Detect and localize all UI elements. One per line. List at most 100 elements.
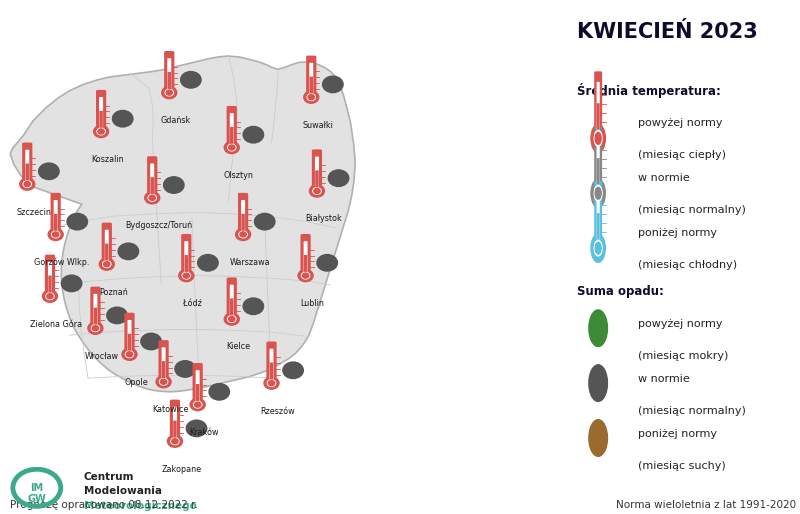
Polygon shape <box>338 160 349 187</box>
FancyBboxPatch shape <box>167 58 171 89</box>
Circle shape <box>267 380 276 387</box>
Polygon shape <box>191 62 201 88</box>
Text: Lublin: Lublin <box>300 299 324 308</box>
FancyBboxPatch shape <box>105 230 109 261</box>
FancyBboxPatch shape <box>48 276 52 292</box>
Text: Poznań: Poznań <box>99 288 128 297</box>
FancyBboxPatch shape <box>158 340 169 379</box>
FancyBboxPatch shape <box>50 193 61 232</box>
Circle shape <box>182 272 190 279</box>
Circle shape <box>594 241 602 256</box>
Text: Prognozę opracowano 08.12.2022 r.: Prognozę opracowano 08.12.2022 r. <box>10 500 198 510</box>
Polygon shape <box>598 398 607 456</box>
Text: Norma wieloletnia z lat 1991-2020: Norma wieloletnia z lat 1991-2020 <box>616 500 796 510</box>
Text: Meteorologicznego: Meteorologicznego <box>84 501 197 510</box>
Text: Szczecin: Szczecin <box>16 208 51 216</box>
FancyBboxPatch shape <box>241 200 245 231</box>
FancyBboxPatch shape <box>230 127 234 144</box>
Circle shape <box>224 141 239 154</box>
Polygon shape <box>10 56 355 392</box>
FancyBboxPatch shape <box>94 294 98 325</box>
Circle shape <box>322 76 343 93</box>
FancyBboxPatch shape <box>230 285 234 316</box>
Polygon shape <box>327 245 338 271</box>
FancyBboxPatch shape <box>597 103 600 130</box>
Circle shape <box>591 124 606 153</box>
Text: (miesiąc suchy): (miesiąc suchy) <box>638 461 726 471</box>
Circle shape <box>166 90 173 95</box>
Text: Modelowania: Modelowania <box>84 486 162 496</box>
Text: Kraków: Kraków <box>190 428 219 437</box>
FancyBboxPatch shape <box>99 111 103 128</box>
Circle shape <box>126 352 133 357</box>
Text: Suma opadu:: Suma opadu: <box>578 285 664 298</box>
Circle shape <box>264 377 279 389</box>
Polygon shape <box>128 233 138 260</box>
Circle shape <box>48 228 63 241</box>
Polygon shape <box>174 167 184 193</box>
Text: Suwałki: Suwałki <box>302 121 333 130</box>
FancyBboxPatch shape <box>102 223 112 262</box>
FancyBboxPatch shape <box>594 71 602 131</box>
Polygon shape <box>78 204 87 230</box>
FancyBboxPatch shape <box>124 313 134 352</box>
Circle shape <box>307 94 315 101</box>
Circle shape <box>236 228 250 241</box>
FancyBboxPatch shape <box>597 192 600 240</box>
Polygon shape <box>265 204 275 230</box>
FancyBboxPatch shape <box>242 214 245 231</box>
Circle shape <box>314 189 320 193</box>
Circle shape <box>159 378 168 385</box>
Polygon shape <box>151 323 162 350</box>
Circle shape <box>283 362 303 378</box>
Text: (miesiąc mokry): (miesiąc mokry) <box>638 351 728 361</box>
Circle shape <box>38 163 59 179</box>
FancyBboxPatch shape <box>45 254 55 294</box>
Circle shape <box>595 187 601 199</box>
FancyBboxPatch shape <box>150 177 154 194</box>
FancyBboxPatch shape <box>312 150 322 189</box>
Circle shape <box>594 186 602 201</box>
Circle shape <box>591 179 606 207</box>
Circle shape <box>183 273 190 278</box>
Circle shape <box>589 365 607 401</box>
Circle shape <box>161 379 166 384</box>
Circle shape <box>162 86 177 99</box>
FancyBboxPatch shape <box>226 106 237 145</box>
FancyBboxPatch shape <box>167 72 171 89</box>
Circle shape <box>20 178 34 190</box>
Circle shape <box>595 133 601 144</box>
FancyBboxPatch shape <box>597 137 600 185</box>
Text: Kielce: Kielce <box>226 342 250 352</box>
Text: Średnia temperatura:: Średnia temperatura: <box>578 83 721 99</box>
Circle shape <box>88 322 103 334</box>
Circle shape <box>179 269 194 282</box>
Circle shape <box>595 242 601 254</box>
FancyBboxPatch shape <box>226 278 237 317</box>
FancyBboxPatch shape <box>174 420 177 437</box>
Circle shape <box>209 383 230 400</box>
Circle shape <box>228 144 236 151</box>
Circle shape <box>171 438 179 445</box>
Text: poniżej normy: poniżej normy <box>638 228 717 237</box>
FancyBboxPatch shape <box>181 234 191 273</box>
FancyBboxPatch shape <box>270 362 274 379</box>
Circle shape <box>229 145 235 150</box>
Circle shape <box>167 435 182 447</box>
FancyBboxPatch shape <box>105 244 109 261</box>
FancyBboxPatch shape <box>170 399 180 439</box>
Circle shape <box>24 181 30 187</box>
Circle shape <box>591 234 606 262</box>
Polygon shape <box>219 374 230 400</box>
Polygon shape <box>117 297 127 324</box>
Circle shape <box>239 231 247 238</box>
FancyBboxPatch shape <box>315 170 318 187</box>
Text: Zakopane: Zakopane <box>162 465 202 473</box>
Circle shape <box>102 261 111 267</box>
Circle shape <box>99 258 114 270</box>
Circle shape <box>62 275 82 291</box>
FancyBboxPatch shape <box>301 234 310 273</box>
Circle shape <box>98 129 104 134</box>
FancyBboxPatch shape <box>594 126 602 186</box>
Circle shape <box>172 438 178 444</box>
